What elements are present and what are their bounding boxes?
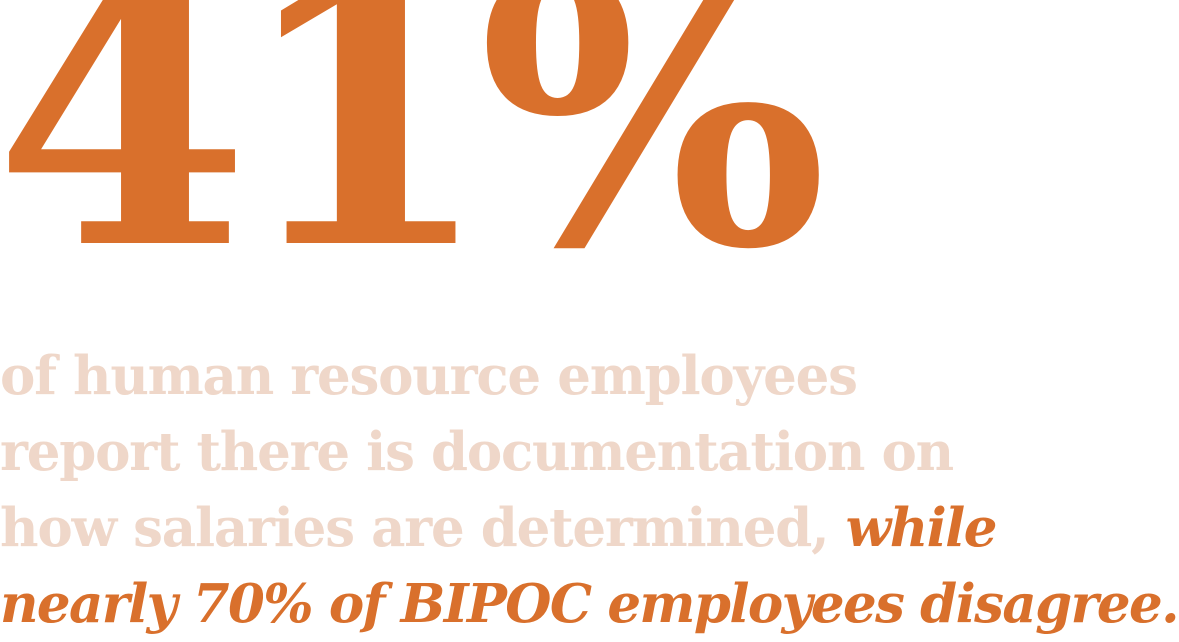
statement-line-1: of human resource employees <box>0 345 858 407</box>
statement-line-3-emphasis: while <box>845 497 998 559</box>
headline-percentage: 41% <box>0 0 828 330</box>
statement-line-3-plain: how salaries are determined, <box>0 497 830 559</box>
statement-line-3: how salaries are determined, while <box>0 490 1179 566</box>
statement-text: of human resource employees report there… <box>0 338 1179 642</box>
statement-line-4-emphasis: nearly 70% of BIPOC employees disagree. <box>0 573 1179 635</box>
statement-line-2: report there is documentation on <box>0 421 954 483</box>
